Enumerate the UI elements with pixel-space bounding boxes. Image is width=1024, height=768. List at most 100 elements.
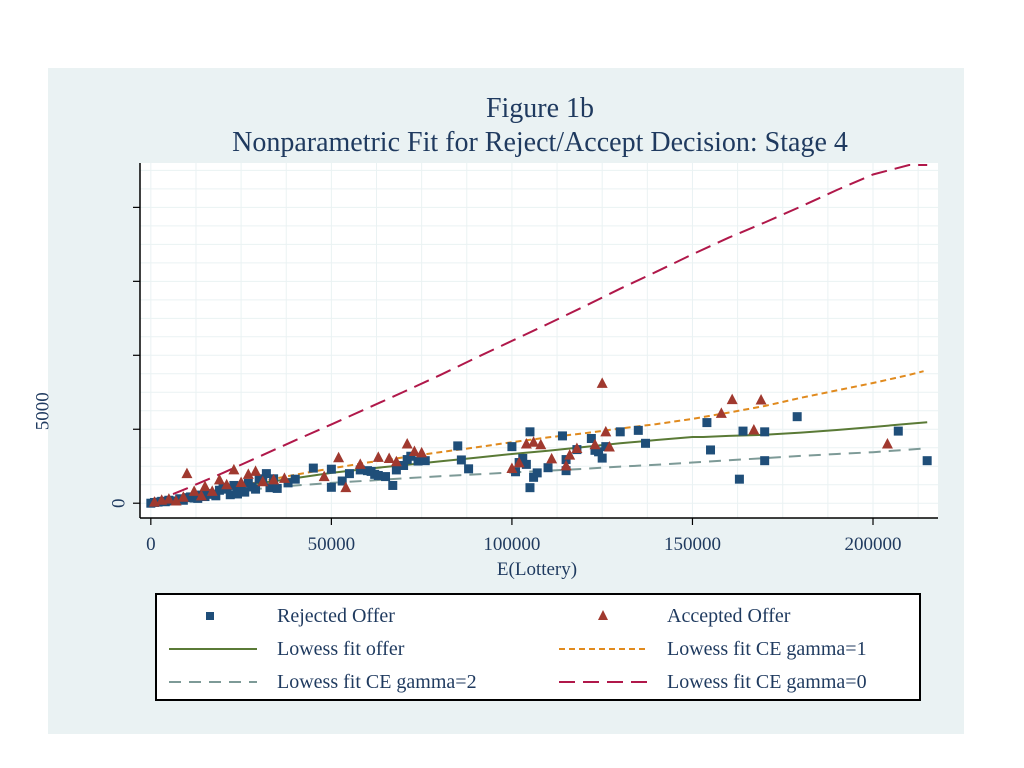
rejected-point [326, 464, 336, 474]
rejected-point [381, 472, 391, 482]
legend-item-lowess-offer: Lowess fit offer [167, 634, 404, 664]
accepted-point [340, 481, 352, 493]
rejected-point [290, 474, 300, 484]
rejected-point [251, 484, 261, 494]
chart-title: Figure 1b [485, 93, 595, 124]
accepted-point [177, 491, 189, 502]
accepted-point [596, 377, 608, 388]
solid-line-icon [167, 634, 259, 664]
rejected-point [225, 490, 235, 500]
accepted-point [199, 480, 211, 492]
rejected-point [391, 465, 401, 475]
accepted-point [408, 445, 420, 456]
accepted-point [181, 467, 193, 479]
accepted-point [213, 473, 225, 485]
plot-area [140, 163, 938, 518]
accepted-point [390, 455, 402, 467]
triangle-marker-icon [557, 601, 649, 631]
rejected-point [420, 456, 430, 466]
legend-label-rejected: Rejected Offer [277, 604, 395, 627]
rejected-point [738, 426, 748, 436]
accepted-point [242, 468, 254, 479]
rejected-point [760, 456, 770, 466]
legend-label-accepted: Accepted Offer [667, 604, 791, 627]
accepted-point [188, 485, 200, 496]
accepted-point [195, 489, 207, 501]
chart-subtitle: Nonparametric Fit for Reject/Accept Deci… [232, 127, 848, 158]
rejected-point [597, 453, 607, 463]
accepted-point [513, 456, 525, 468]
accepted-point [401, 438, 413, 449]
rejected-point [453, 441, 463, 451]
x-tick-label: 100000 [483, 534, 540, 555]
rejected-point [337, 476, 347, 486]
legend-label-gamma2: Lowess fit CE gamma=2 [277, 670, 477, 693]
rejected-point [557, 431, 567, 441]
accepted-point [228, 463, 240, 475]
legend-item-rejected: Rejected Offer [167, 601, 395, 631]
rejected-point [507, 442, 517, 452]
legend: Rejected Offer Accepted Offer Lowess fit… [155, 593, 921, 701]
rejected-point [272, 483, 282, 493]
long-dash-line-icon [557, 667, 649, 697]
dashed-line-icon [557, 634, 649, 664]
rejected-point [261, 469, 271, 479]
rejected-point [615, 427, 625, 437]
rejected-point [464, 464, 474, 474]
accepted-point [589, 438, 601, 450]
accepted-point [333, 451, 345, 463]
accepted-point [318, 470, 330, 482]
accepted-point [278, 472, 290, 483]
rejected-point [240, 487, 250, 497]
accepted-point [603, 441, 615, 452]
rejected-point [456, 455, 466, 465]
accepted-point [506, 462, 518, 473]
rejected-point [760, 427, 770, 437]
y-tick-label-clipped: 5000 [32, 392, 53, 430]
accepted-point [383, 452, 395, 463]
rejected-point [518, 453, 528, 463]
accepted-point [715, 407, 727, 418]
series-line [150, 164, 928, 505]
rejected-point [792, 412, 802, 422]
rejected-point [308, 463, 318, 473]
accepted-point [560, 459, 572, 471]
legend-item-gamma1: Lowess fit CE gamma=1 [557, 634, 867, 664]
legend-item-accepted: Accepted Offer [557, 601, 790, 631]
rejected-point [586, 433, 596, 443]
rejected-point [922, 456, 932, 466]
x-axis-label: E(Lottery) [497, 559, 577, 580]
rejected-point [406, 451, 416, 461]
rejected-point [641, 438, 651, 448]
rejected-point [413, 456, 423, 466]
accepted-point [726, 393, 738, 405]
accepted-point [535, 438, 547, 450]
accepted-point [163, 493, 175, 504]
rejected-point [734, 474, 744, 484]
y-tick-label: 0 [108, 498, 129, 508]
rejected-point [344, 469, 354, 479]
accepted-point [564, 449, 576, 460]
x-tick-label: 50000 [308, 534, 356, 555]
accepted-point [268, 473, 280, 485]
rejected-point [633, 425, 643, 435]
rejected-point [706, 445, 716, 455]
accepted-point [235, 476, 247, 487]
rejected-point [702, 418, 712, 428]
accepted-point [354, 458, 366, 469]
legend-item-gamma2: Lowess fit CE gamma=2 [167, 667, 477, 697]
legend-label-gamma1: Lowess fit CE gamma=1 [667, 637, 867, 660]
x-tick-label: 150000 [664, 534, 721, 555]
x-tick-label: 0 [146, 534, 156, 555]
accepted-point [221, 478, 233, 490]
rejected-point [355, 465, 365, 475]
rejected-point [601, 442, 611, 452]
rejected-point [594, 447, 604, 457]
rejected-point [399, 460, 409, 470]
rejected-point [893, 426, 903, 436]
accepted-point [250, 465, 262, 476]
rejected-point [521, 459, 531, 469]
rejected-point [532, 468, 542, 478]
long-dash-line-icon [167, 667, 259, 697]
